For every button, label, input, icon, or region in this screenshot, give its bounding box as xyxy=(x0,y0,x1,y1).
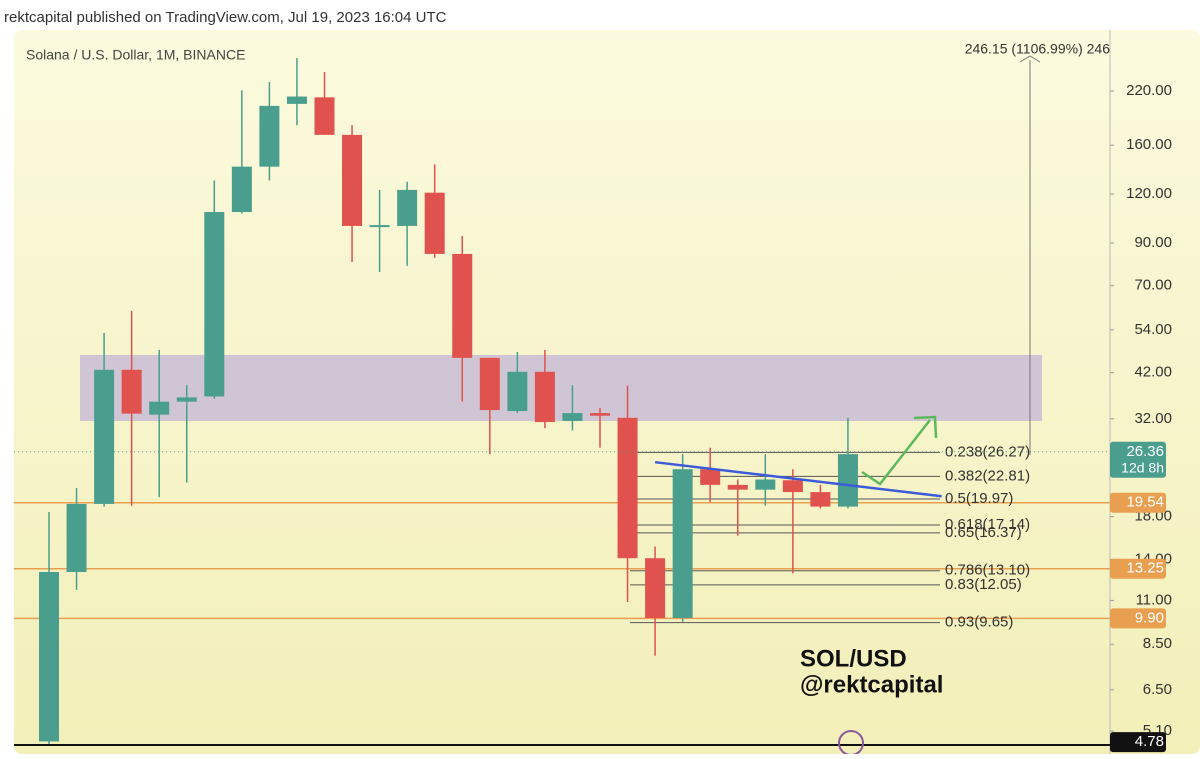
y-tick-label: 8.50 xyxy=(1143,635,1172,652)
zone xyxy=(80,354,1042,421)
trendline xyxy=(654,460,942,498)
price-tag xyxy=(1110,608,1166,629)
annotation: SOL/USD xyxy=(800,645,907,672)
candle-body xyxy=(727,484,748,490)
candle-body xyxy=(176,397,197,402)
y-tick-label: 6.50 xyxy=(1143,681,1172,698)
candle-body xyxy=(534,371,555,423)
price-tag xyxy=(1110,732,1166,753)
candle-body xyxy=(645,558,666,618)
fib-label: 0.5(19.97) xyxy=(945,490,1013,507)
price-tag xyxy=(1110,558,1166,579)
price-axis: 220.00 160.00 120.00 90.00 70.00 54.00 42.00 32… xyxy=(1110,82,1172,753)
price-tag-label: 9.90 xyxy=(1135,609,1164,626)
candle-body xyxy=(369,225,390,228)
price-tag xyxy=(1110,441,1166,478)
candle-body xyxy=(562,413,583,421)
candle-body xyxy=(700,469,721,485)
price-tag-label: 26.36 xyxy=(1126,443,1164,460)
candle-body xyxy=(755,479,776,490)
y-tick-label: 90.00 xyxy=(1134,234,1172,251)
y-tick-label: 120.00 xyxy=(1126,185,1172,202)
candle-body xyxy=(507,371,528,412)
fib-label: 0.618(17.14) xyxy=(945,516,1030,533)
candle-body xyxy=(424,192,445,254)
fib-label: 0.93(9.65) xyxy=(945,614,1013,631)
candle-body xyxy=(94,369,115,504)
candle-body xyxy=(204,212,225,397)
y-tick-label: 220.00 xyxy=(1126,82,1172,99)
candle-body xyxy=(397,189,418,226)
price-tag xyxy=(1110,492,1166,513)
candle-body xyxy=(314,97,335,135)
y-tick-label: 160.00 xyxy=(1126,136,1172,153)
measure-arrow xyxy=(1019,55,1041,63)
fib-label: 0.83(12.05) xyxy=(945,576,1022,593)
fib-label: 0.786(13.10) xyxy=(945,562,1030,579)
candle-body xyxy=(782,480,803,493)
header: rektcapital published on TradingView.com… xyxy=(4,9,447,26)
candle-body xyxy=(149,401,170,415)
fib-label: 0.238(26.27) xyxy=(945,443,1030,460)
candle-body xyxy=(66,503,87,573)
candle-body xyxy=(837,454,858,507)
candle-body xyxy=(479,357,500,411)
candle-body xyxy=(617,417,638,559)
annotation: @rektcapital xyxy=(800,671,943,698)
candle-body xyxy=(452,253,473,358)
price-tag-label: 19.54 xyxy=(1126,494,1164,511)
candle-body xyxy=(672,469,693,618)
fib-label: 0.65(16.37) xyxy=(945,524,1022,541)
candle-body xyxy=(810,492,831,507)
measure-label: 246.15 (1106.99%) 246 xyxy=(965,41,1111,57)
y-tick-label: 54.00 xyxy=(1134,321,1172,338)
y-tick-label: 70.00 xyxy=(1134,277,1172,294)
candle-body xyxy=(259,105,280,167)
candle-body xyxy=(342,134,363,226)
price-tag-sub: 12d 8h xyxy=(1121,460,1164,476)
candle-body xyxy=(590,413,610,416)
candle-body xyxy=(39,572,59,742)
price-tag-label: 4.78 xyxy=(1135,733,1164,750)
candle-body xyxy=(121,369,142,414)
fib-label: 0.382(22.81) xyxy=(945,467,1030,484)
candle-body xyxy=(286,96,307,104)
y-tick-label: 42.00 xyxy=(1134,364,1172,381)
y-tick-label: 32.00 xyxy=(1134,410,1172,427)
y-tick-label: 11.00 xyxy=(1136,591,1172,608)
chart-title: Solana / U.S. Dollar, 1M, BINANCE xyxy=(26,47,245,63)
plot: 0.238(26.27) 0.382(22.81) 0.5(19.97) 0.618(… xyxy=(14,58,1110,745)
green-arrow xyxy=(861,415,938,486)
price-tag-label: 13.25 xyxy=(1126,560,1164,577)
candle-body xyxy=(231,166,252,213)
